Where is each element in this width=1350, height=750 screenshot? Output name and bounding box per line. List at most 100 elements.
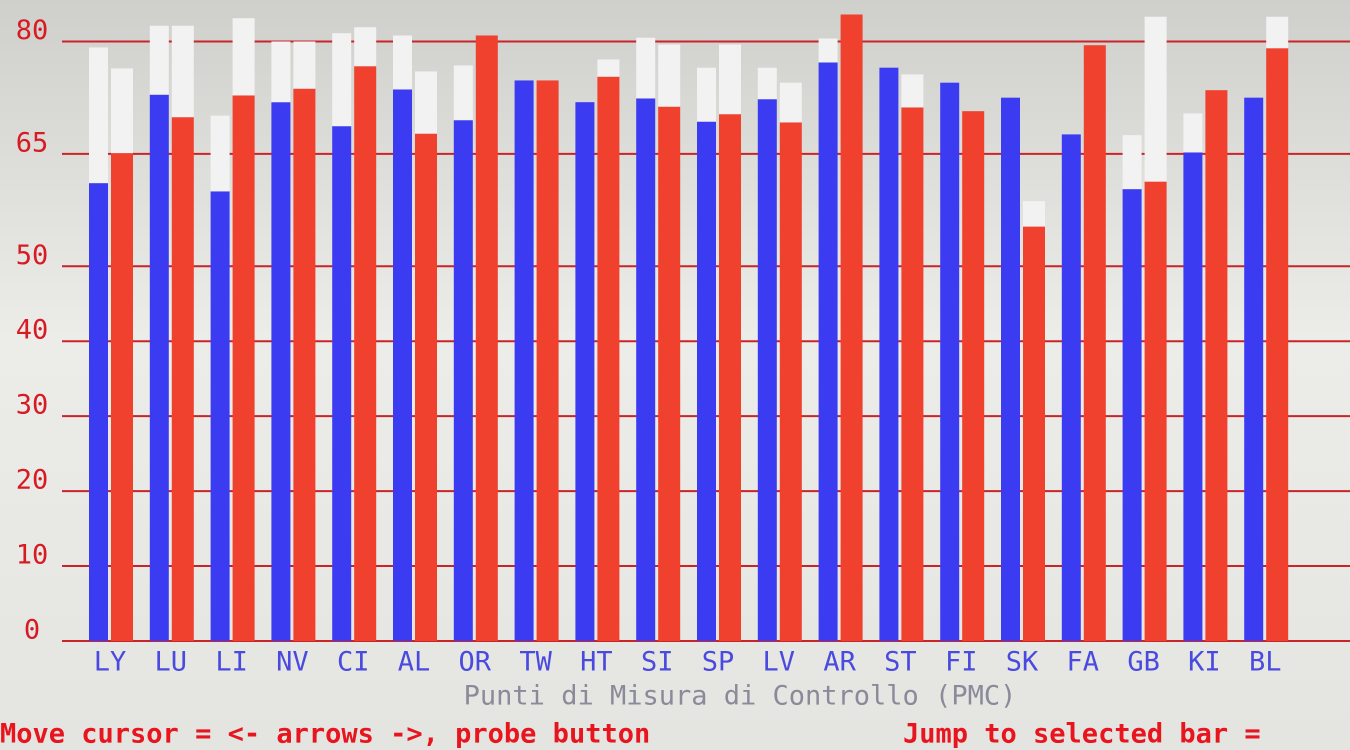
x-tick-label: SI (641, 647, 674, 678)
bar-cap (415, 71, 437, 134)
bar (901, 107, 924, 641)
x-tick-label: KI (1188, 647, 1221, 678)
bar (719, 114, 741, 642)
x-tick-label: BL (1249, 647, 1282, 678)
x-tick-label: FA (1067, 647, 1100, 678)
y-tick-label: 50 (16, 240, 49, 271)
bar-cap (89, 47, 108, 184)
bar-cap (393, 35, 412, 90)
bar-cap (232, 18, 255, 96)
bar (171, 117, 194, 641)
bar (1205, 90, 1228, 641)
x-tick-label: LU (155, 647, 188, 678)
bar-cap (757, 67, 777, 100)
bar (597, 76, 620, 642)
footer-hint: Jump to selected bar = (903, 719, 1261, 750)
x-tick-label: ST (884, 647, 917, 678)
bar (453, 120, 473, 642)
y-tick-label: 65 (16, 127, 49, 158)
x-axis-title: Punti di Misura di Controllo (PMC) (464, 681, 1017, 712)
bar-cap (1122, 135, 1142, 190)
x-tick-label: LI (215, 647, 248, 678)
bar-cap (1266, 16, 1289, 49)
bar-cap (293, 41, 316, 89)
x-tick-label: AR (823, 647, 856, 678)
y-tick-label: 20 (16, 465, 49, 496)
bar (962, 111, 985, 641)
bar-cap (332, 33, 352, 127)
bar (658, 106, 681, 641)
bar-cap (111, 68, 133, 154)
x-tick-label: LY (94, 647, 127, 678)
bar (210, 191, 230, 641)
y-tick-label: 10 (16, 540, 49, 571)
bar-cap (354, 27, 377, 67)
x-tick-label: SP (702, 647, 735, 678)
bar (818, 62, 838, 642)
bar (1061, 134, 1081, 641)
y-tick-label: 0 (24, 615, 40, 646)
bar (332, 126, 352, 642)
bar (840, 14, 863, 642)
bar-cap (453, 65, 473, 121)
x-tick-label: LV (763, 647, 796, 678)
bar (354, 66, 377, 642)
bar-cap (697, 67, 716, 122)
bar (1023, 226, 1045, 641)
bar-cap (901, 74, 924, 108)
x-tick-label: NV (276, 647, 309, 678)
bar-cap (1144, 16, 1167, 182)
bar (232, 95, 255, 642)
bar (514, 80, 534, 641)
bar-cap (210, 115, 230, 192)
x-tick-label: TW (519, 647, 552, 678)
bar-cap (636, 37, 656, 99)
bar (149, 94, 169, 641)
bar (636, 98, 656, 641)
bar-cap (1183, 113, 1203, 153)
bar (1144, 181, 1167, 641)
bar-cap (171, 25, 194, 118)
x-tick-label: GB (1127, 647, 1160, 678)
bar (293, 88, 316, 641)
bar (940, 82, 960, 641)
bar-cap (1023, 201, 1045, 227)
bar (271, 102, 291, 641)
bar (1122, 189, 1142, 641)
y-tick-label: 80 (16, 15, 49, 46)
bar (1266, 48, 1289, 642)
bar (415, 133, 437, 641)
bar (1083, 45, 1106, 641)
bar (757, 99, 777, 641)
bar (393, 89, 412, 642)
bar-cap (149, 25, 169, 95)
bar-cap (818, 38, 838, 63)
x-tick-label: CI (337, 647, 370, 678)
bar (1183, 152, 1203, 641)
bar (111, 153, 133, 641)
bar-cap (271, 41, 291, 103)
x-tick-label: FI (945, 647, 978, 678)
bar (779, 122, 802, 642)
bar (89, 183, 108, 641)
bar (475, 35, 498, 642)
bar (1001, 97, 1020, 642)
footer-hint: Move cursor = <- arrows ->, probe button (0, 719, 650, 750)
bar-cap (719, 44, 741, 115)
x-tick-label: OR (459, 647, 492, 678)
bar-cap (597, 59, 620, 77)
bar-cap (658, 44, 681, 107)
bar (1244, 97, 1264, 642)
bar-cap (779, 82, 802, 123)
x-tick-label: SK (1006, 647, 1039, 678)
bar (879, 67, 899, 641)
y-tick-label: 30 (16, 390, 49, 421)
y-tick-label: 40 (16, 315, 49, 346)
bar (697, 121, 716, 641)
x-tick-label: HT (580, 647, 613, 678)
bar (536, 80, 559, 641)
x-tick-label: AL (398, 647, 431, 678)
bar (575, 102, 595, 641)
